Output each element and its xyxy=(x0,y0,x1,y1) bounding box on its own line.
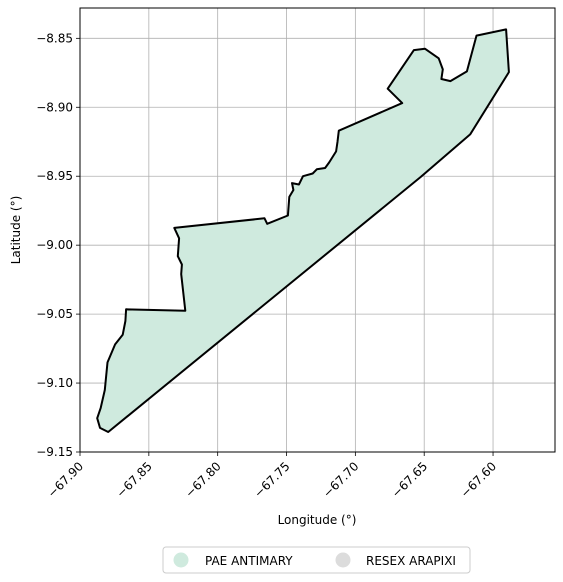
legend-label-resex-arapixi: RESEX ARAPIXI xyxy=(366,554,456,568)
plot-frame xyxy=(79,7,556,453)
legend-marker-pae-antimary xyxy=(173,552,189,568)
y-axis-title: Latitude (°) xyxy=(9,196,23,265)
legend-marker-resex-arapixi xyxy=(335,552,351,568)
y-tick-label: −9.10 xyxy=(36,376,73,390)
legend: PAE ANTIMARY RESEX ARAPIXI xyxy=(162,546,471,574)
region-pae-antimary xyxy=(96,28,510,433)
y-tick-label: −9.00 xyxy=(36,238,73,252)
y-tick-label: −9.05 xyxy=(36,307,73,321)
y-tick-label: −8.90 xyxy=(36,100,73,114)
y-tick-label: −8.95 xyxy=(36,169,73,183)
map-shapes xyxy=(96,28,510,433)
y-tick-label: −9.15 xyxy=(36,445,73,459)
legend-frame xyxy=(162,546,471,574)
x-axis-title: Longitude (°) xyxy=(278,513,357,527)
legend-label-pae-antimary: PAE ANTIMARY xyxy=(205,554,293,568)
y-tick-label: −8.85 xyxy=(36,31,73,45)
